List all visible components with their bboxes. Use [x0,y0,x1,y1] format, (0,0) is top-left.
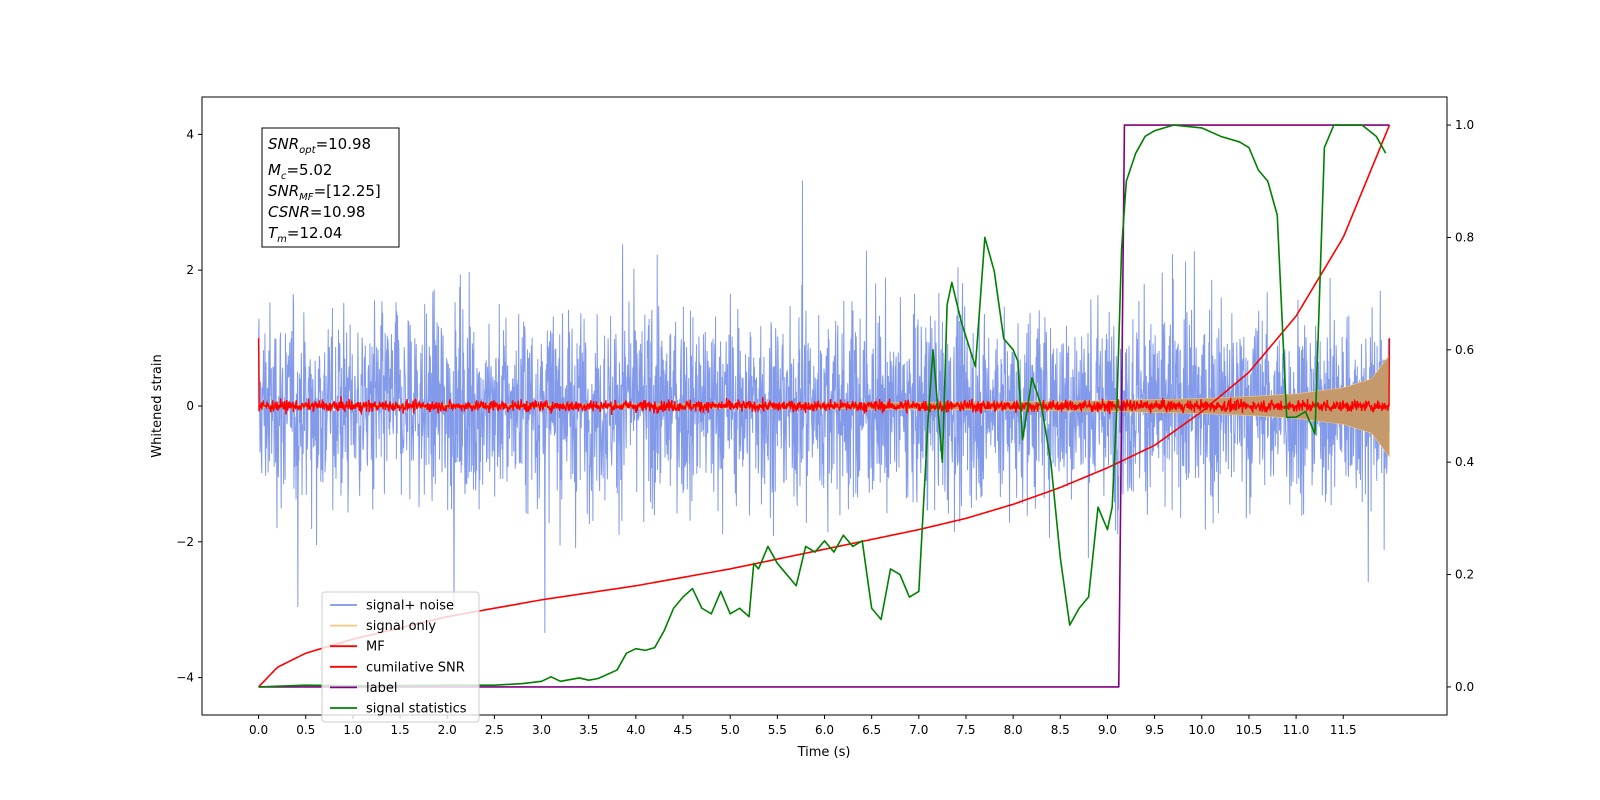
legend-label: signal only [366,619,436,634]
x-tick-label: 0.0 [249,723,268,737]
x-tick-label: 3.0 [532,723,551,737]
series-mf [257,338,1391,416]
y-tick-label-right: 1.0 [1455,118,1474,132]
x-tick-label: 11.5 [1330,723,1357,737]
y-tick-label-right: 0.4 [1455,455,1474,469]
plot-area [201,96,1448,716]
y-tick-label-left: 0 [186,399,194,413]
y-tick-label-left: 4 [186,127,194,141]
info-tm: Tm=12.04 [268,224,342,245]
y-tick-label-left: −4 [176,671,194,685]
y-tick-label-right: 0.8 [1455,230,1474,244]
series-label [258,124,1390,688]
y-axis-left: 4 2 0 −2 −4 [176,127,202,685]
x-axis-label: Time (s) [797,745,851,760]
series-signal-statistics [258,124,1387,688]
x-tick-label: 8.5 [1051,723,1070,737]
x-tick-label: 8.0 [1004,723,1023,737]
legend-label: cumilative SNR [366,660,465,675]
y-tick-label-right: 0.0 [1455,680,1474,694]
x-tick-label: 10.0 [1188,723,1215,737]
x-tick-label: 2.5 [485,723,504,737]
legend: signal+ noise signal only MF cumilative SNR… [321,591,480,723]
x-tick-label: 3.5 [579,723,598,737]
legend-label: signal statistics [366,702,467,717]
y-tick-label-right: 0.6 [1455,343,1474,357]
x-tick-label: 6.5 [862,723,881,737]
y-axis-right: 1.0 0.8 0.6 0.4 0.2 0.0 [1447,118,1474,694]
info-box: SNRopt=10.98 Mc=5.02 SNRMF=[12.25] CSNR=… [261,127,400,248]
x-tick-label: 6.0 [815,723,834,737]
x-tick-label: 7.0 [909,723,928,737]
x-tick-label: 4.5 [673,723,692,737]
x-tick-label: 2.0 [438,723,457,737]
x-tick-label: 0.5 [296,723,315,737]
x-tick-label: 1.0 [343,723,362,737]
x-tick-label: 9.5 [1145,723,1164,737]
x-tick-label: 7.5 [956,723,975,737]
x-tick-label: 5.0 [721,723,740,737]
y-tick-label-left: −2 [176,535,194,549]
x-tick-label: 11.0 [1283,723,1310,737]
x-tick-label: 1.5 [391,723,410,737]
y-tick-label-right: 0.2 [1455,568,1474,582]
info-mc: Mc=5.02 [268,161,332,182]
info-snr-opt: SNRopt=10.98 [268,135,371,156]
legend-label: MF [366,640,385,655]
x-tick-label: 5.5 [768,723,787,737]
info-snr-mf: SNRMF=[12.25] [268,182,381,203]
y-axis-label: Whitened strain [150,354,165,457]
x-tick-label: 10.5 [1236,723,1263,737]
x-axis: 0.0 0.5 1.0 1.5 2.0 2.5 3.0 3.5 4.0 4.5 5.0 5.5 6.0 6… [249,715,1357,737]
legend-label: signal+ noise [366,599,454,614]
x-tick-label: 9.0 [1098,723,1117,737]
x-tick-label: 4.0 [626,723,645,737]
legend-label: label [366,681,397,696]
y-tick-label-left: 2 [186,263,194,277]
info-csnr: CSNR=10.98 [268,203,365,221]
